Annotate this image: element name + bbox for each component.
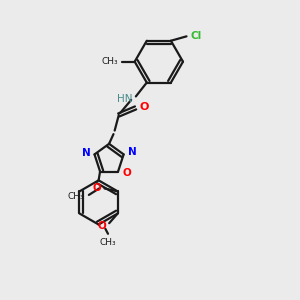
Text: CH₃: CH₃ — [102, 57, 119, 66]
Text: N: N — [82, 148, 90, 158]
Text: O: O — [140, 102, 149, 112]
Text: O: O — [98, 221, 106, 231]
Text: O: O — [92, 183, 101, 194]
Text: O: O — [122, 168, 131, 178]
Text: Cl: Cl — [190, 31, 202, 41]
Text: CH₃: CH₃ — [100, 238, 116, 247]
Text: N: N — [128, 147, 136, 157]
Text: CH₃: CH₃ — [67, 192, 84, 201]
Text: HN: HN — [116, 94, 132, 104]
